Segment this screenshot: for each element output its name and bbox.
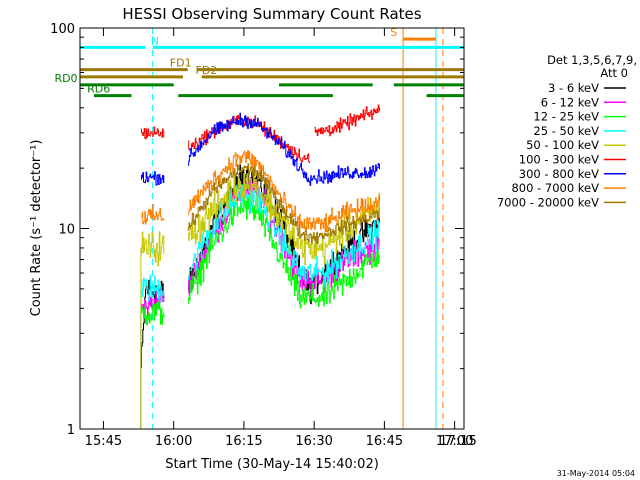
legend-label-4: 50 - 100 keV bbox=[526, 138, 599, 152]
footer-date: 31-May-2014 05:04 bbox=[557, 469, 635, 478]
y-tick-label-2: 100 bbox=[50, 22, 75, 37]
x-axis-label: Start Time (30-May-14 15:40:02) bbox=[165, 457, 379, 472]
x-tick-label-5: 17:00 bbox=[436, 434, 473, 449]
x-tick-label-4: 16:45 bbox=[366, 434, 403, 449]
series-6-segment-0 bbox=[140, 171, 165, 186]
legend-label-2: 12 - 25 keV bbox=[533, 110, 599, 124]
legend-label-7: 800 - 7000 keV bbox=[511, 181, 599, 195]
legend-label-6: 300 - 800 keV bbox=[519, 167, 599, 181]
series-4-segment-1 bbox=[188, 171, 380, 266]
markers-layer: N S FD1 FD2 RD0 RD6 bbox=[54, 26, 464, 98]
legend-label-0: 3 - 6 keV bbox=[548, 81, 599, 95]
x-tick-label-2: 16:15 bbox=[225, 434, 262, 449]
series-2-segment-1 bbox=[188, 195, 380, 309]
legend-label-8: 7000 - 20000 keV bbox=[497, 195, 599, 209]
marker-fd1-label: FD1 bbox=[170, 57, 192, 70]
series-3-segment-0 bbox=[140, 274, 165, 303]
x-tick-label-6: 17:15 bbox=[439, 434, 476, 449]
series-8-segment-0 bbox=[187, 163, 380, 244]
y-axis-label: Count Rate (s⁻¹ detector⁻¹) bbox=[29, 140, 44, 317]
series-6-segment-1 bbox=[188, 112, 380, 186]
marker-rd0-label: RD0 bbox=[54, 72, 77, 85]
legend-label-5: 100 - 300 keV bbox=[519, 153, 599, 167]
series-5-segment-0 bbox=[140, 126, 165, 140]
legend-header-line-2: Att 0 bbox=[600, 66, 628, 80]
marker-n-label: N bbox=[151, 34, 159, 47]
series-2-segment-0 bbox=[140, 301, 165, 326]
series-7-segment-0 bbox=[140, 204, 165, 225]
legend-label-1: 6 - 12 keV bbox=[541, 95, 599, 109]
series-4-trace bbox=[140, 171, 380, 429]
y-tick-label-1: 10 bbox=[58, 223, 75, 238]
series-4-segment-0 bbox=[140, 231, 165, 267]
legend-header-line-1: Det 1,3,5,6,7,9, bbox=[547, 53, 637, 67]
series-layer bbox=[140, 104, 380, 429]
series-8-trace bbox=[187, 163, 380, 244]
x-tick-label-3: 16:30 bbox=[295, 434, 332, 449]
marker-fd2-label: FD2 bbox=[196, 64, 218, 77]
x-tick-label-0: 15:45 bbox=[85, 434, 122, 449]
series-3-segment-1 bbox=[188, 183, 380, 288]
series-6-trace bbox=[140, 112, 380, 186]
chart-title: HESSI Observing Summary Count Rates bbox=[122, 5, 421, 23]
marker-rd6-label: RD6 bbox=[87, 83, 110, 96]
legend-label-3: 25 - 50 keV bbox=[533, 124, 599, 138]
series-5-segment-2 bbox=[314, 104, 380, 137]
x-tick-label-1: 16:00 bbox=[155, 434, 192, 449]
marker-s-label: S bbox=[390, 26, 397, 39]
y-tick-label-0: 1 bbox=[67, 423, 75, 438]
